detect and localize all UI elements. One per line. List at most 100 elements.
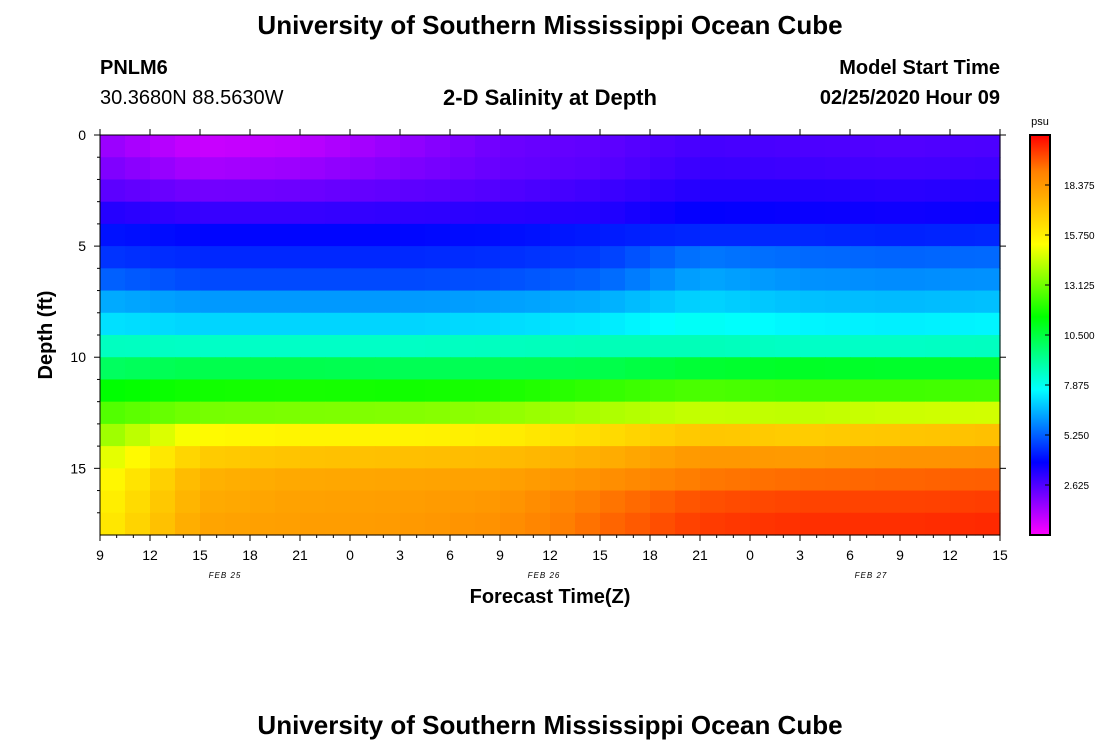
heatmap-cell [600,335,626,358]
heatmap-cell [925,312,951,336]
heatmap-cell [525,335,551,358]
heatmap-cell [750,290,776,314]
heatmap-cell [525,312,551,336]
heatmap-cell [925,512,951,536]
x-tick-label: 9 [896,547,904,563]
heatmap-cell [675,446,701,469]
heatmap-cell [375,512,401,536]
heatmap-cell [675,490,701,514]
heatmap-cell [175,157,201,181]
heatmap-cell [200,446,226,469]
heatmap-cell [750,468,776,492]
heatmap-cell [475,179,501,203]
heatmap-cell [600,379,626,403]
heatmap-cell [550,135,576,158]
heatmap-cell [400,201,426,225]
heatmap-cell [425,246,451,269]
heatmap-cell [925,490,951,514]
heatmap-cell [450,312,476,336]
heatmap-cell [350,157,376,181]
heatmap-cell [650,335,676,358]
heatmap-cell [500,246,526,269]
heatmap-cell [450,290,476,314]
heatmap-cell [575,357,601,381]
heatmap-cell [125,357,151,381]
heatmap-cell [575,423,601,447]
heatmap-cell [325,223,351,247]
heatmap-cell [925,423,951,447]
heatmap-cell [525,446,551,469]
heatmap-cell [775,401,801,425]
heatmap-cell [800,179,826,203]
y-axis-label: Depth (ft) [35,291,57,380]
heatmap-cell [200,357,226,381]
heatmap-cell [250,468,276,492]
heatmap-cell [125,201,151,225]
heatmap-cell [775,312,801,336]
heatmap-cell [975,468,1001,492]
heatmap-cell [800,246,826,269]
heatmap-cell [425,312,451,336]
heatmap-cell [900,157,926,181]
heatmap-cell [775,423,801,447]
heatmap-cell [200,423,226,447]
heatmap-cell [525,423,551,447]
heatmap-cell [500,201,526,225]
x-tick-label: 6 [446,547,454,563]
heatmap-cell [350,446,376,469]
heatmap-cell [375,379,401,403]
heatmap-cell [950,401,976,425]
heatmap-cell [675,357,701,381]
heatmap-cell [725,157,751,181]
heatmap-cell [200,246,226,269]
heatmap-cell [150,179,176,203]
colorbar-tick-label: 5.250 [1064,431,1089,442]
heatmap-cell [675,312,701,336]
heatmap-cell [425,223,451,247]
heatmap-cell [475,357,501,381]
heatmap-cell [900,423,926,447]
heatmap-cell [350,290,376,314]
heatmap-cell [650,379,676,403]
heatmap-cell [700,446,726,469]
heatmap-cell [175,223,201,247]
heatmap-cell [900,468,926,492]
heatmap-cell [450,490,476,514]
heatmap-cell [125,423,151,447]
heatmap-cell [775,290,801,314]
heatmap-cell [125,446,151,469]
heatmap-cell [325,201,351,225]
heatmap-cell [675,512,701,536]
heatmap-cell [125,379,151,403]
heatmap-cell [200,468,226,492]
heatmap-cell [275,423,301,447]
heatmap-cell [325,246,351,269]
heatmap-cell [250,223,276,247]
heatmap-cell [775,468,801,492]
heatmap-cell [725,201,751,225]
heatmap-cell [725,268,751,292]
heatmap-cell [800,357,826,381]
heatmap-cell [300,379,326,403]
heatmap-cell [300,135,326,158]
station-id: PNLM6 [100,57,168,79]
heatmap-cell [800,490,826,514]
y-tick-label: 5 [78,238,86,254]
heatmap-cell [475,312,501,336]
heatmap-cell [700,401,726,425]
x-tick-label: 6 [846,547,854,563]
heatmap-cell [600,401,626,425]
heatmap-cell [550,223,576,247]
heatmap-cell [400,357,426,381]
heatmap-cell [725,135,751,158]
heatmap-cell [450,268,476,292]
heatmap-cell [650,468,676,492]
heatmap-cell [500,157,526,181]
heatmap-cell [725,312,751,336]
colorbar-tick-label: 2.625 [1064,481,1089,492]
colorbar: psu 2.625 5.250 7.875 10.500 13.125 15.750 18.3… [1029,116,1095,536]
heatmap-cell [350,335,376,358]
heatmap-cell [425,135,451,158]
heatmap-cell [200,157,226,181]
heatmap-cell [275,223,301,247]
